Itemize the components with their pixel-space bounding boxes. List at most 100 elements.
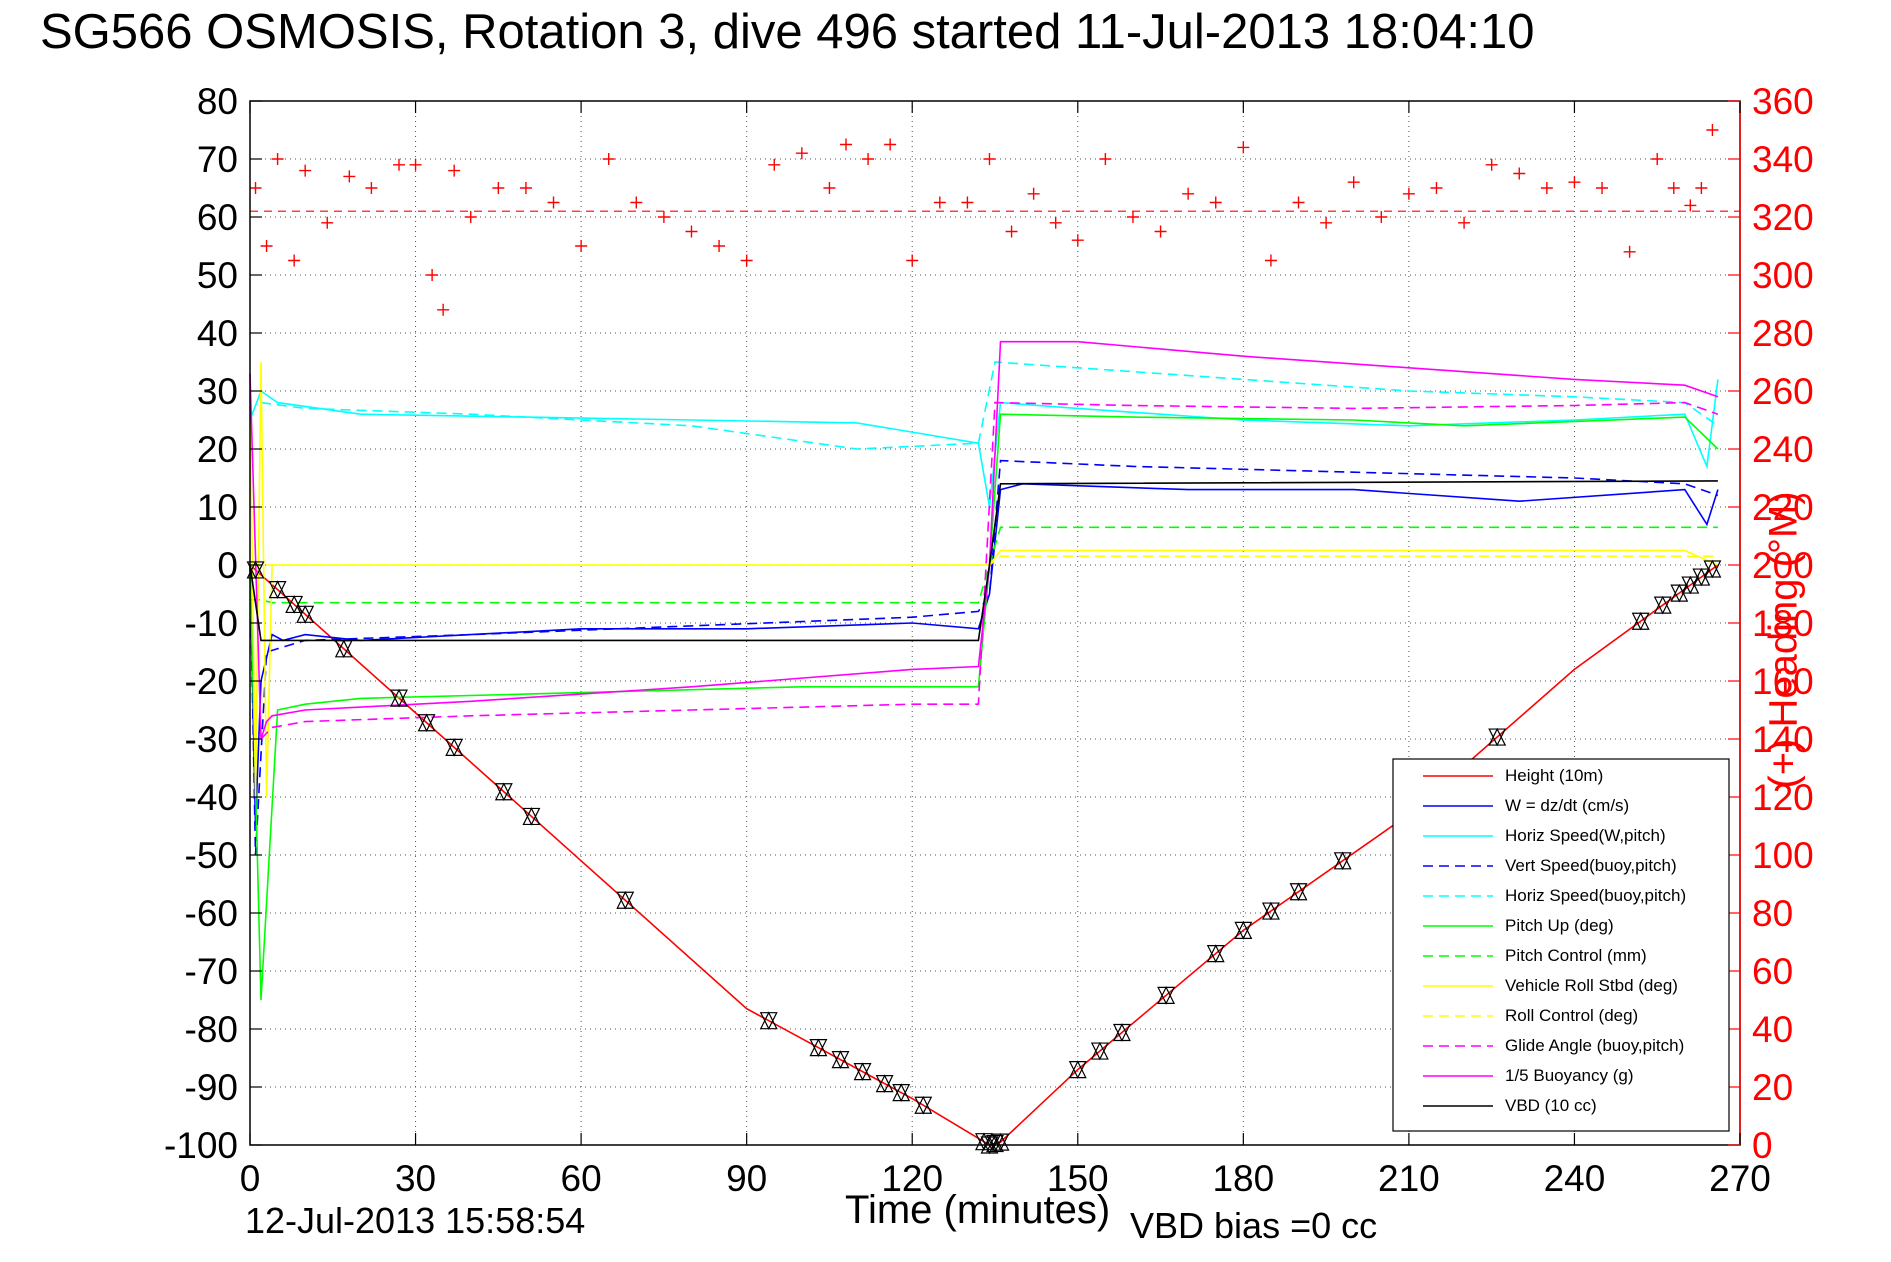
y-tick-label-right: 240: [1752, 429, 1814, 470]
depth-sample-marker: [1206, 944, 1225, 963]
depth-sample-marker: [853, 1063, 872, 1081]
y-tick-label-left: 20: [197, 429, 238, 470]
y-tick-label-left: 60: [197, 197, 238, 238]
heading-marker: [602, 153, 615, 165]
heading-marker: [1513, 167, 1526, 180]
depth-sample-marker: [445, 738, 464, 757]
x-tick-label: 120: [881, 1158, 943, 1199]
legend-entry: Horiz Speed(buoy,pitch): [1505, 886, 1686, 905]
heading-marker: [740, 254, 753, 267]
x-axis-label: Time (minutes): [845, 1188, 1111, 1232]
heading-marker: [575, 240, 588, 252]
heading-marker: [249, 182, 262, 194]
axes: 0 30 60 90 120 150 180 210 240 270 80 70 60 50 40 30 20 1…: [164, 81, 1814, 1199]
y-tick-label-right: 0: [1752, 1125, 1773, 1166]
y-tick-label-left: 0: [217, 545, 238, 586]
x-tick-label: 150: [1047, 1158, 1109, 1199]
y-tick-label-right: 360: [1752, 81, 1814, 122]
heading-marker: [1027, 187, 1040, 200]
y-tick-label-left: -80: [185, 1009, 238, 1050]
chart-title: SG566 OSMOSIS, Rotation 3, dive 496 star…: [40, 5, 1535, 59]
heading-marker: [464, 211, 477, 223]
depth-sample-marker: [991, 1133, 1010, 1152]
depth-sample-marker: [809, 1039, 828, 1057]
y-tick-label-right: 160: [1752, 661, 1814, 702]
heading-marker: [437, 303, 450, 316]
y-tick-label-right: 20: [1752, 1067, 1793, 1108]
y-tick-label-left: -10: [185, 603, 238, 644]
heading-marker: [260, 240, 273, 252]
y-tick-label-left: -60: [185, 893, 238, 934]
heading-marker: [409, 158, 422, 171]
heading-marker: [1402, 187, 1415, 200]
depth-sample-marker: [1653, 596, 1672, 615]
depth-sample-marker: [831, 1051, 850, 1069]
heading-marker: [630, 196, 643, 209]
depth-sample-marker: [986, 1134, 1004, 1153]
y-tick-label-left: -50: [185, 835, 238, 876]
heading-marker: [1347, 176, 1360, 189]
series-line: [249, 482, 1719, 827]
y-tick-label-right: 140: [1752, 719, 1814, 760]
heading-marker: [288, 254, 301, 267]
heading-marker: [1292, 196, 1305, 209]
heading-marker: [393, 158, 405, 171]
y-tick-label-right: 40: [1752, 1009, 1793, 1050]
heading-marker: [1540, 182, 1553, 194]
depth-sample-marker: [1157, 986, 1176, 1005]
depth-sample-marker: [390, 689, 408, 708]
heading-marker: [1684, 199, 1697, 212]
y-tick-label-right: 280: [1752, 313, 1814, 354]
heading-marker: [1209, 196, 1222, 209]
y-tick-label-left: -20: [185, 661, 238, 702]
depth-sample-marker: [875, 1075, 894, 1093]
heading-marker: [299, 164, 312, 177]
depth-sample-marker: [1234, 921, 1253, 940]
heading-marker: [1596, 182, 1609, 194]
series-lines: [249, 340, 1719, 1146]
legend-entry: Vehicle Roll Stbd (deg): [1505, 976, 1678, 995]
y-tick-label-right: 180: [1752, 603, 1814, 644]
legend-entry: Vert Speed(buoy,pitch): [1505, 856, 1677, 875]
heading-marker: [1458, 216, 1471, 229]
y-tick-label-left: 40: [197, 313, 238, 354]
x-tick-label: 210: [1378, 1158, 1440, 1199]
depth-sample-marker: [1090, 1042, 1109, 1061]
heading-marker: [448, 164, 461, 177]
heading-marker: [1430, 182, 1443, 194]
series-line: [249, 413, 1719, 1001]
heading-marker: [365, 182, 378, 194]
depth-sample-marker: [759, 1012, 778, 1031]
legend-box: [1392, 758, 1730, 1132]
legend-entry: Roll Control (deg): [1505, 1006, 1638, 1025]
depth-sample-marker: [1631, 612, 1650, 631]
heading-marker: [823, 182, 836, 194]
depth-sample-marker: [1261, 902, 1280, 921]
y-tick-label-left: -100: [164, 1125, 238, 1166]
depth-sample-marker: [334, 640, 353, 659]
legend-entry: W = dz/dt (cm/s): [1505, 796, 1629, 815]
heading-marker: [519, 182, 532, 194]
y-tick-label-right: 340: [1752, 139, 1814, 180]
y-tick-label-right: 260: [1752, 371, 1814, 412]
depth-sample-marker: [494, 783, 513, 802]
y-tick-label-left: 50: [197, 255, 238, 296]
depth-sample-marker: [285, 595, 304, 614]
heading-marker: [1651, 153, 1664, 165]
y-tick-label-left: -90: [185, 1067, 238, 1108]
heading-marker: [1568, 176, 1581, 189]
heading-marker: [1182, 187, 1195, 200]
series-line: [249, 480, 1718, 642]
heading-marker: [1485, 158, 1498, 171]
heading-marker: [795, 147, 808, 160]
series-line: [249, 379, 1719, 508]
series-line: [249, 459, 1719, 856]
depth-sample-marker: [417, 714, 436, 733]
y-tick-label-right: 120: [1752, 777, 1814, 818]
heading-marker: [426, 269, 439, 281]
heading-marker: [1071, 234, 1084, 247]
depth-sample-markers: [246, 559, 1722, 1155]
y-tick-label-left: 80: [197, 81, 238, 122]
depth-sample-marker: [1488, 728, 1507, 747]
